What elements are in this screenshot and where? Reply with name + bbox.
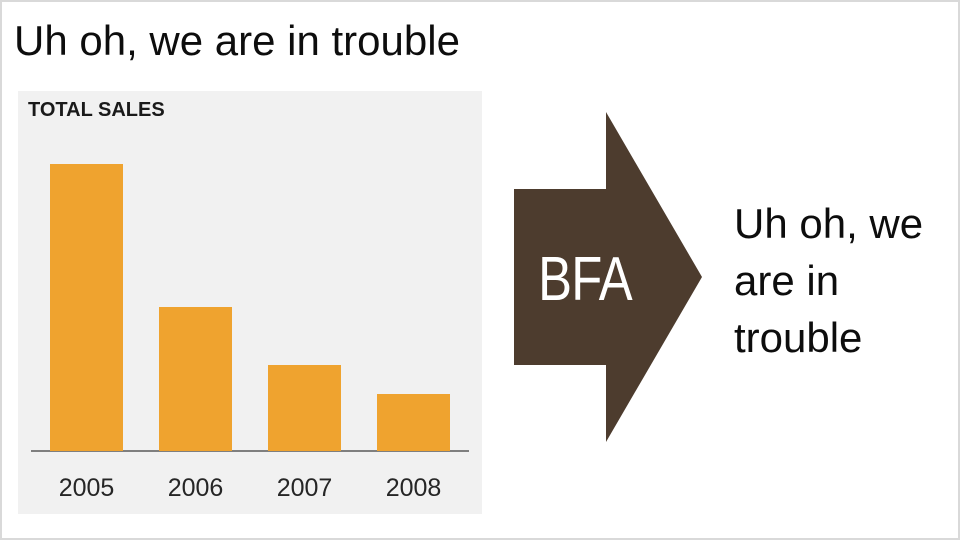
bar-2007	[268, 365, 341, 451]
chart-title: TOTAL SALES	[28, 99, 165, 121]
x-tick-label-2007: 2007	[276, 474, 333, 502]
x-tick-label-2006: 2006	[167, 474, 224, 502]
x-axis-line	[31, 450, 469, 452]
bar-plot: 2005 2006 2007 2008	[18, 91, 482, 514]
bar-2006	[159, 307, 232, 451]
x-tick-label-2008: 2008	[385, 474, 442, 502]
arrow-label: BFA	[538, 245, 632, 314]
callout-text: Uh oh, we are in trouble	[734, 200, 924, 361]
total-sales-chart-panel: TOTAL SALES 2005 2006 2007 2008	[18, 91, 482, 514]
page-title: Uh oh, we are in trouble	[14, 17, 460, 64]
bar-2008	[377, 394, 450, 451]
bar-2005	[50, 164, 123, 451]
x-tick-label-2005: 2005	[58, 474, 115, 502]
